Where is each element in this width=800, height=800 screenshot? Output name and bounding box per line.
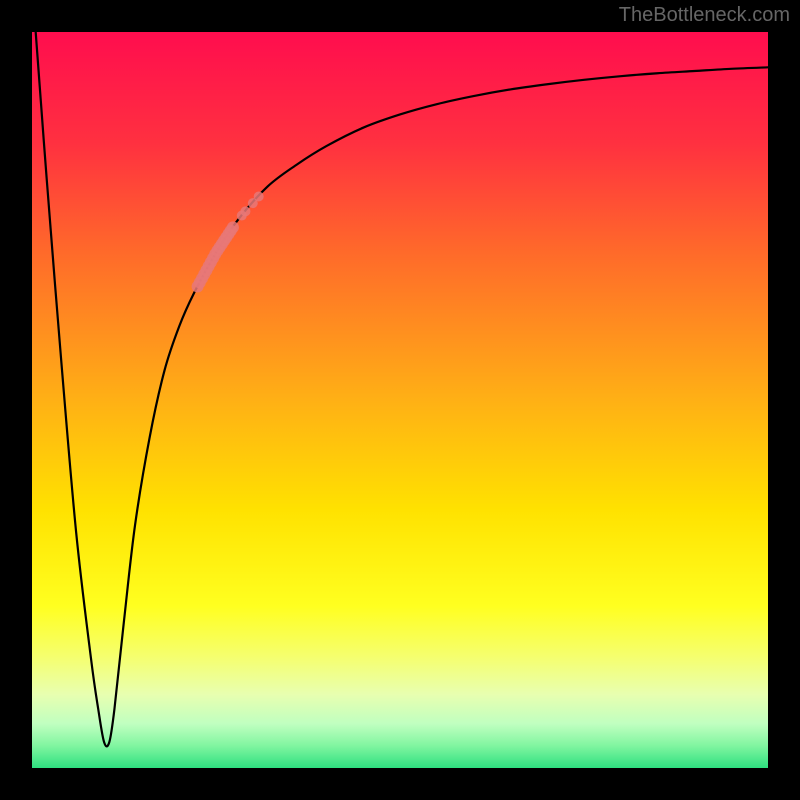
data-marker (227, 221, 239, 233)
plot-area (32, 32, 768, 768)
data-markers (192, 192, 264, 293)
watermark-text: TheBottleneck.com (619, 4, 790, 27)
data-marker (240, 206, 250, 216)
bottleneck-curve (36, 32, 768, 746)
curve-layer (32, 32, 768, 768)
data-marker (254, 192, 264, 202)
chart-container: TheBottleneck.com (0, 0, 800, 800)
